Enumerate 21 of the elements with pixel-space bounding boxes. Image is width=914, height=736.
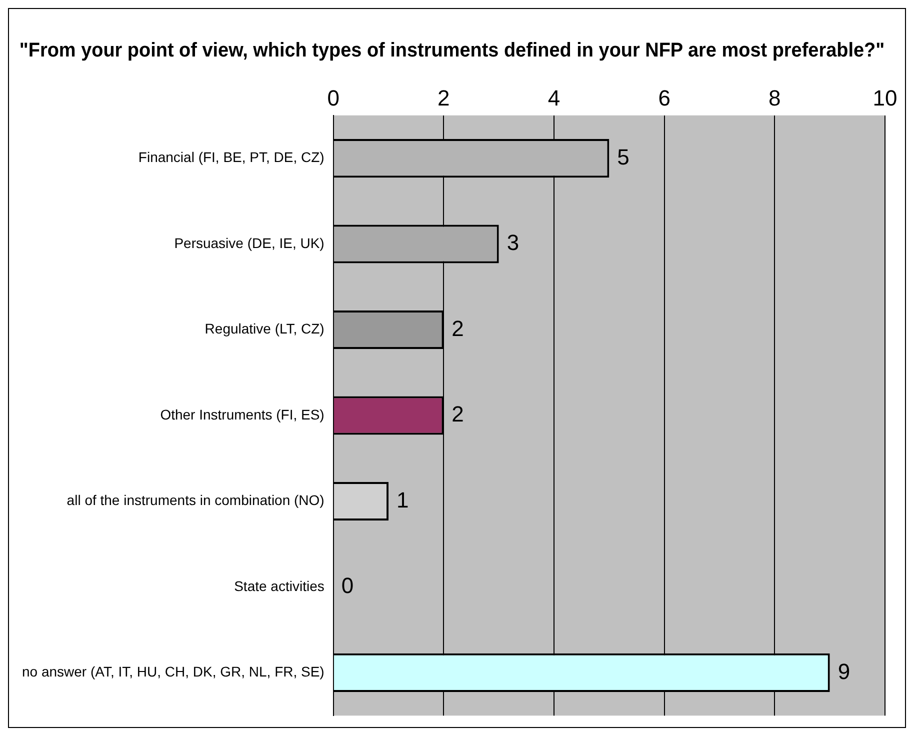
y-tick-label: all of the instruments in combination (NO) [66,492,324,508]
data-label: 2 [452,402,464,427]
x-tick-label: 0 [327,85,340,110]
data-label: 3 [506,230,520,256]
x-tick-label: 4 [548,85,560,110]
y-tick-label: Persuasive (DE, IE, UK) [174,234,324,251]
data-label: 2 [452,316,464,341]
data-label: 9 [838,658,850,684]
x-tick-label: 2 [438,85,450,110]
x-tick-label: 10 [872,85,898,110]
y-tick-label: no answer (AT, IT, HU, CH, DK, GR, NL, FR, SE) [22,664,324,680]
y-tick-label: Other Instruments (FI, ES) [160,406,324,422]
data-label: 5 [617,144,630,170]
x-tick-label: 6 [658,85,670,110]
x-tick-label: 8 [768,85,781,110]
y-tick-label: State activities [234,578,324,594]
y-tick-label: Regulative (LT, CZ) [204,320,324,337]
data-label: 0 [341,573,354,598]
y-tick-label: Financial (FI, BE, PT, DE, CZ) [138,149,324,166]
data-label: 1 [396,487,409,512]
chart-title: "From your point of view, which types of instruments defined in your NFP are most preferable?" [19,39,885,62]
